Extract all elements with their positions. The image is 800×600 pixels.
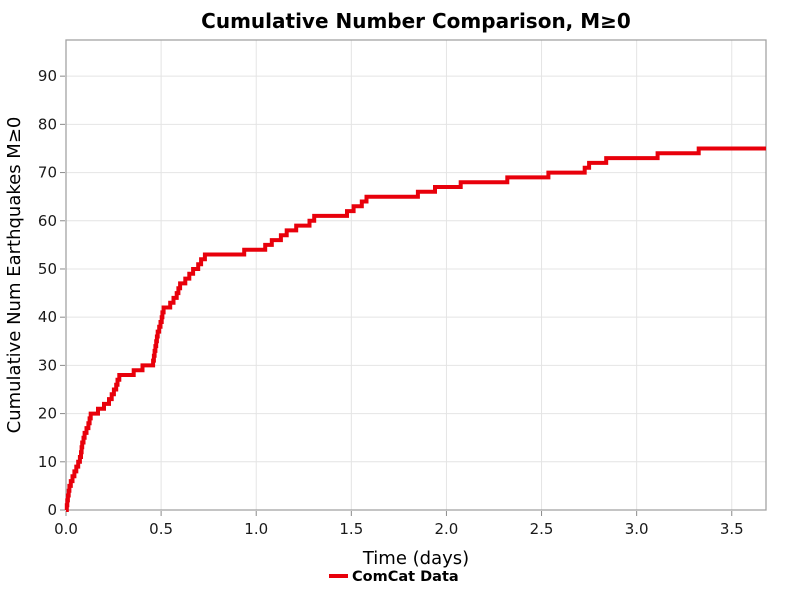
x-tick-label: 3.0 [625, 520, 649, 538]
y-tick-label: 20 [38, 405, 57, 423]
series-line-comcat-data [64, 146, 766, 512]
y-tick-label: 0 [47, 501, 57, 519]
x-tick-label: 1.0 [244, 520, 268, 538]
legend: ComCat Data [329, 569, 459, 585]
y-tick-label: 50 [38, 260, 57, 278]
y-tick-label: 10 [38, 453, 57, 471]
x-tick-label: 0.0 [54, 520, 78, 538]
x-axis-title: Time (days) [362, 548, 469, 569]
y-tick-label: 60 [38, 212, 57, 230]
y-tick-label: 80 [38, 115, 57, 133]
y-tick-label: 30 [38, 356, 57, 374]
x-tick-label: 1.5 [339, 520, 363, 538]
y-tick-label: 40 [38, 308, 57, 326]
axes-layer: 0.0 0.5 1.0 1.5 2.0 2.5 3.0 3.5 0 10 20 30 40 50 60 70 8… [38, 39, 767, 538]
y-tick-label: 90 [38, 67, 57, 85]
x-tick-label: 0.5 [149, 520, 173, 538]
chart-title: Cumulative Number Comparison, M≥0 [201, 9, 631, 33]
legend-label: ComCat Data [352, 569, 459, 585]
x-tick-label: 2.0 [435, 520, 459, 538]
y-tick-label: 70 [38, 164, 57, 182]
y-axis-title: Cumulative Num Earthquakes M≥0 [4, 117, 25, 434]
data-series-layer [64, 146, 766, 512]
x-tick-label: 2.5 [530, 520, 554, 538]
x-tick-label: 3.5 [720, 520, 744, 538]
gridlines-layer [65, 40, 766, 511]
plot-border [65, 39, 767, 511]
